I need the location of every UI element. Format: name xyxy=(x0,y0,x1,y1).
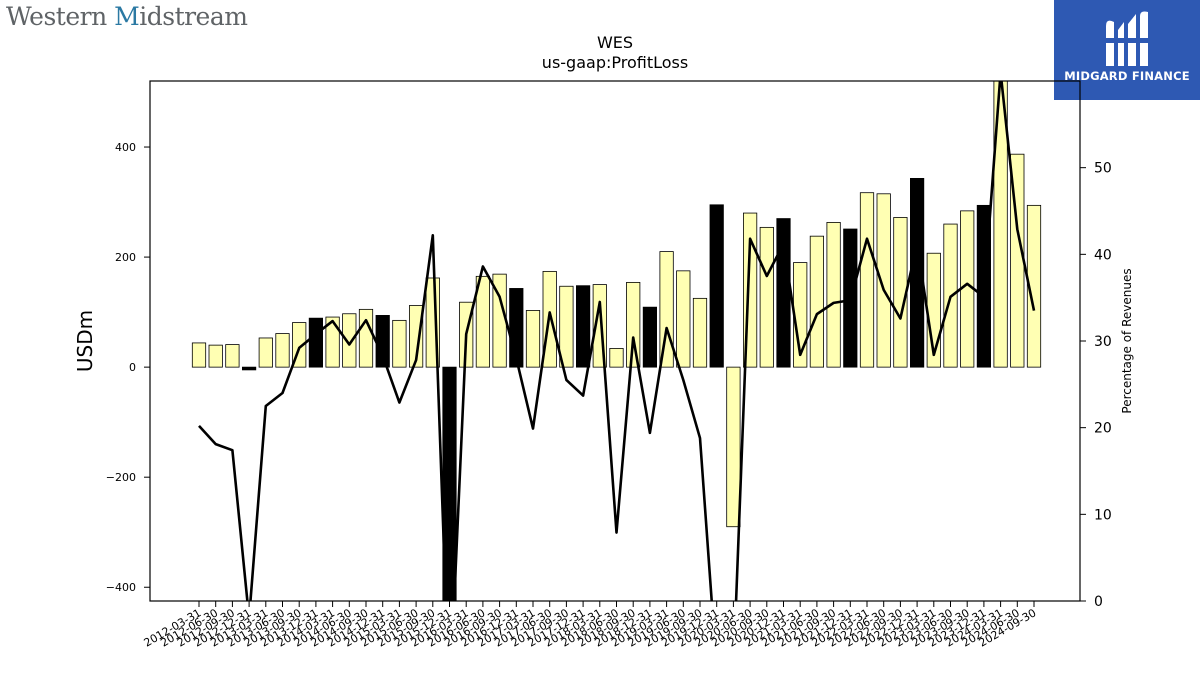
bar-2014-03-31 xyxy=(325,316,340,368)
bar-2013-06-30 xyxy=(275,333,290,368)
midgard-finance-label: MIDGARD FINANCE xyxy=(1064,69,1190,83)
chart-subtitle: us-gaap:ProfitLoss xyxy=(542,53,688,72)
bar-2012-09-30 xyxy=(225,344,240,368)
y-axis-label: USDm xyxy=(73,310,97,372)
bar-2018-09-30 xyxy=(626,281,641,368)
bar-2017-12-31 xyxy=(576,285,591,368)
bar-2024-03-31 xyxy=(993,81,1008,368)
bar-2015-03-31 xyxy=(392,319,407,368)
chart-title: WES xyxy=(597,33,633,52)
bar-2021-09-30 xyxy=(826,222,841,368)
right-tick-label: 10 xyxy=(1094,507,1112,523)
bar-2012-12-31 xyxy=(241,366,257,371)
bar-2013-03-31 xyxy=(258,337,273,368)
left-tick-label: −200 xyxy=(106,471,136,484)
bar-2018-06-30 xyxy=(609,348,624,368)
midgard-finance-badge: MIDGARD FINANCE xyxy=(1054,0,1200,100)
bar-2022-03-31 xyxy=(859,192,875,368)
bar-2016-06-30 xyxy=(475,275,491,368)
left-tick-label: 0 xyxy=(129,361,136,374)
right-tick-label: 40 xyxy=(1094,247,1112,263)
bar-2019-12-31 xyxy=(709,204,724,368)
percentage-of-revenues-line xyxy=(198,81,1036,601)
right-tick-label: 50 xyxy=(1094,161,1112,177)
left-y-axis: −400 −200 0 200 400 xyxy=(106,141,150,594)
bar-2012-06-30 xyxy=(208,344,223,368)
left-tick-label: 200 xyxy=(115,251,136,264)
left-tick-label: 400 xyxy=(115,141,136,154)
bar-2022-06-30 xyxy=(876,193,891,368)
left-tick-label: −400 xyxy=(106,581,136,594)
right-tick-label: 20 xyxy=(1094,421,1112,437)
right-tick-label: 0 xyxy=(1094,594,1103,610)
x-axis: 2012-03-312012-06-302012-09-302012-12-31… xyxy=(142,601,1039,650)
western-midstream-logo: Western Midstream xyxy=(6,2,248,31)
bar-2013-12-31 xyxy=(308,317,324,368)
right-y-axis: 0 10 20 30 40 50 xyxy=(1080,161,1112,610)
bar-2018-12-31 xyxy=(642,306,658,368)
right-tick-label: 30 xyxy=(1094,334,1112,350)
bar-2020-09-30 xyxy=(759,226,774,368)
bar-2024-09-30 xyxy=(1026,204,1042,368)
bar-2019-06-30 xyxy=(676,270,691,368)
bar-series xyxy=(191,81,1042,601)
bar-2021-06-30 xyxy=(809,235,825,368)
bar-2020-12-31 xyxy=(776,218,791,368)
bar-2020-03-31 xyxy=(726,366,741,528)
bar-2017-09-30 xyxy=(559,285,574,368)
bar-2012-03-31 xyxy=(191,342,207,368)
midgard-m-logo-icon xyxy=(1104,11,1150,67)
bar-2019-09-30 xyxy=(692,297,708,368)
line-series-group xyxy=(198,81,1036,601)
bar-2014-06-30 xyxy=(342,313,357,368)
bar-2014-09-30 xyxy=(358,308,374,368)
bar-2017-03-31 xyxy=(525,310,541,368)
y2-axis-label: Percentage of Revenues xyxy=(1120,268,1134,413)
bar-2015-06-30 xyxy=(408,305,424,368)
